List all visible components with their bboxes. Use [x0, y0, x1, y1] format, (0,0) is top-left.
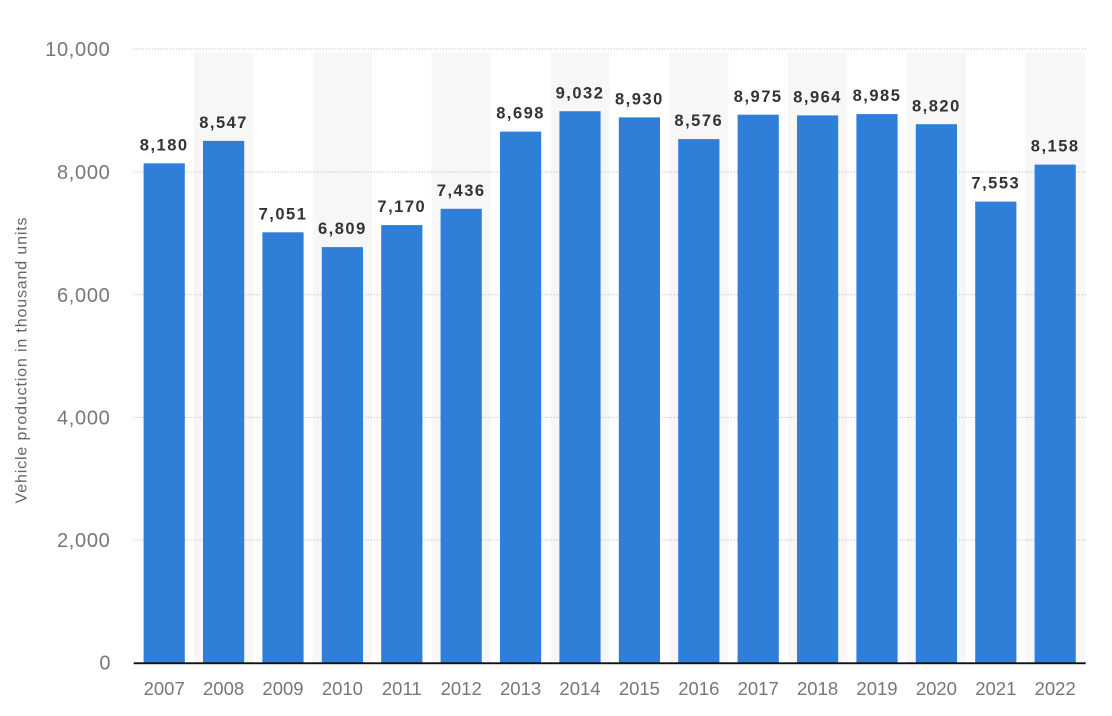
svg-text:0: 0 [99, 652, 110, 674]
svg-text:7,553: 7,553 [971, 175, 1020, 193]
svg-text:8,000: 8,000 [57, 162, 111, 184]
svg-text:8,964: 8,964 [793, 89, 842, 107]
svg-text:2012: 2012 [441, 678, 482, 699]
svg-text:8,698: 8,698 [496, 105, 545, 123]
svg-text:2017: 2017 [738, 678, 779, 699]
svg-text:Vehicle production in thousand: Vehicle production in thousand units [14, 217, 31, 504]
svg-text:2011: 2011 [382, 678, 422, 699]
svg-text:4,000: 4,000 [57, 408, 111, 430]
svg-text:2019: 2019 [856, 678, 897, 699]
svg-text:10,000: 10,000 [45, 39, 110, 61]
svg-text:2013: 2013 [500, 678, 541, 699]
svg-text:2018: 2018 [797, 678, 838, 699]
svg-text:2020: 2020 [916, 678, 957, 699]
svg-text:7,051: 7,051 [259, 205, 308, 223]
svg-text:8,547: 8,547 [199, 114, 248, 132]
svg-text:2014: 2014 [559, 678, 600, 699]
svg-text:8,985: 8,985 [853, 87, 902, 105]
svg-text:7,436: 7,436 [437, 182, 486, 200]
svg-text:2008: 2008 [203, 678, 244, 699]
svg-text:2010: 2010 [322, 678, 363, 699]
svg-text:9,032: 9,032 [556, 84, 605, 102]
svg-text:2016: 2016 [678, 678, 719, 699]
svg-text:2009: 2009 [262, 678, 303, 699]
svg-text:7,170: 7,170 [377, 198, 426, 216]
svg-text:6,809: 6,809 [318, 220, 367, 238]
svg-text:2022: 2022 [1035, 678, 1076, 699]
svg-text:2021: 2021 [975, 678, 1016, 699]
svg-text:2,000: 2,000 [57, 530, 111, 552]
svg-text:8,975: 8,975 [734, 88, 783, 106]
svg-text:2007: 2007 [144, 678, 185, 699]
svg-text:6,000: 6,000 [57, 285, 111, 307]
svg-text:8,576: 8,576 [674, 112, 723, 130]
svg-text:8,820: 8,820 [912, 97, 961, 115]
svg-text:8,930: 8,930 [615, 91, 664, 109]
svg-text:8,158: 8,158 [1031, 138, 1080, 156]
svg-text:8,180: 8,180 [140, 136, 189, 154]
svg-text:2015: 2015 [619, 678, 660, 699]
